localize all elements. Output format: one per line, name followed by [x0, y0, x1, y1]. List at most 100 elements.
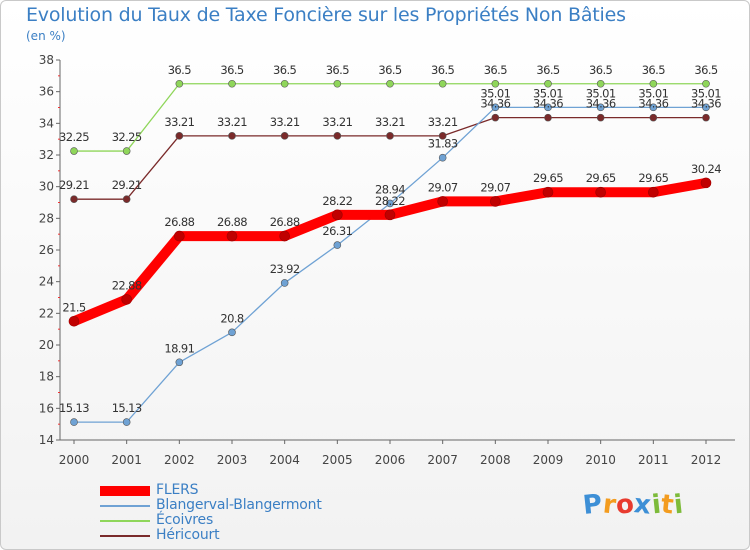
data-point: [544, 103, 552, 112]
y-tick-label: 20: [39, 338, 54, 352]
data-point: [226, 230, 238, 242]
data-point: [386, 79, 394, 88]
data-label: 34.36: [480, 97, 510, 111]
x-tick-label: 2006: [375, 453, 406, 467]
data-label: 28.22: [322, 194, 352, 208]
data-point: [490, 196, 501, 207]
legend-label: FLERS: [156, 482, 199, 498]
legend-swatch: [100, 520, 150, 522]
data-label: 28.22: [375, 194, 405, 208]
data-point: [70, 418, 78, 426]
data-point: [333, 79, 342, 88]
data-label: 32.25: [59, 130, 89, 144]
data-point: [491, 103, 500, 112]
data-label: 20.8: [220, 311, 243, 325]
data-label: 15.13: [112, 401, 142, 415]
data-point: [491, 79, 500, 88]
data-label: 35.01: [480, 86, 510, 100]
data-point: [542, 186, 554, 198]
line-chart: 14 16 18 20 22 24 26 28 30 32 34 36 38 2000 2001 2002 20…: [39, 53, 735, 467]
data-point: [228, 79, 236, 88]
data-label: 34.36: [586, 97, 616, 111]
data-label: 28.94: [375, 182, 405, 196]
x-tick-label: 2000: [59, 453, 90, 467]
x-tick-label: 2001: [111, 453, 142, 467]
x-tick-label: 2012: [691, 453, 722, 467]
data-label: 30.24: [691, 162, 721, 176]
x-tick-label: 2008: [480, 453, 511, 467]
data-label: 33.21: [164, 115, 194, 129]
y-tick-label: 28: [39, 211, 54, 225]
data-label: 35.01: [691, 86, 721, 100]
data-point: [386, 132, 394, 140]
x-tick-label: 2011: [638, 453, 669, 467]
data-label: 32.25: [112, 130, 142, 144]
data-point: [279, 230, 290, 242]
data-label: 35.01: [533, 86, 563, 100]
data-point: [438, 132, 447, 140]
legend-label: Héricourt: [156, 527, 220, 543]
y-tick-label: 36: [39, 85, 54, 99]
y-tick-label: 22: [39, 306, 54, 320]
y-tick-label: 24: [39, 275, 54, 289]
data-label: 33.21: [375, 115, 405, 129]
data-label: 36.5: [273, 63, 296, 77]
data-label: 29.65: [586, 171, 616, 185]
data-label: 36.5: [168, 63, 191, 77]
data-point: [122, 418, 131, 426]
data-point: [228, 132, 236, 140]
data-label: 31.83: [428, 137, 458, 151]
data-point: [702, 113, 710, 122]
data-point: [174, 230, 185, 242]
data-label: 18.91: [164, 341, 194, 355]
x-tick-label: 2009: [533, 453, 564, 467]
data-point: [228, 328, 236, 337]
data-label: 26.88: [164, 215, 194, 229]
y-tick-label: 18: [39, 370, 54, 384]
data-label: 36.5: [642, 63, 665, 77]
data-point: [702, 103, 710, 112]
data-point: [596, 103, 605, 112]
logo-letter: i: [672, 489, 685, 521]
data-label: 36.5: [378, 63, 401, 77]
data-label: 36.5: [694, 63, 717, 77]
data-label: 36.5: [326, 63, 349, 77]
data-label: 21.5: [62, 300, 85, 314]
data-point: [175, 79, 184, 88]
data-label: 34.36: [533, 97, 563, 111]
data-point: [702, 79, 710, 88]
data-point: [595, 186, 606, 198]
data-label: 29.07: [480, 180, 510, 194]
data-point: [280, 79, 289, 88]
legend-label: Blangerval-Blangermont: [156, 497, 322, 513]
data-label: 36.5: [589, 63, 612, 77]
y-tick-label: 34: [39, 116, 54, 130]
chart-title: Evolution du Taux de Taxe Foncière sur l…: [26, 4, 626, 26]
data-label: 34.36: [691, 97, 721, 111]
data-label: 29.07: [428, 180, 458, 194]
data-point: [649, 113, 658, 122]
data-point: [280, 279, 289, 287]
data-point: [68, 315, 80, 327]
data-point: [438, 79, 447, 88]
x-tick-label: 2010: [585, 453, 616, 467]
x-tick-label: 2005: [322, 453, 353, 467]
y-tick-label: 32: [39, 148, 54, 162]
data-label: 29.21: [112, 178, 142, 192]
legend-swatch: [100, 486, 150, 496]
data-point: [122, 195, 131, 203]
data-label: 22.88: [112, 278, 142, 292]
data-point: [438, 153, 447, 162]
data-label: 35.01: [638, 86, 668, 100]
data-label: 26.88: [270, 215, 300, 229]
data-label: 23.92: [270, 262, 300, 276]
x-tick-label: 2004: [269, 453, 300, 467]
data-label: 36.5: [536, 63, 559, 77]
data-label: 33.21: [428, 115, 458, 129]
data-point: [700, 177, 712, 189]
data-label: 36.5: [220, 63, 243, 77]
data-label: 29.65: [533, 171, 563, 185]
y-tick-label: 38: [39, 53, 54, 67]
y-tick-label: 30: [39, 180, 54, 194]
data-label: 26.88: [217, 215, 247, 229]
